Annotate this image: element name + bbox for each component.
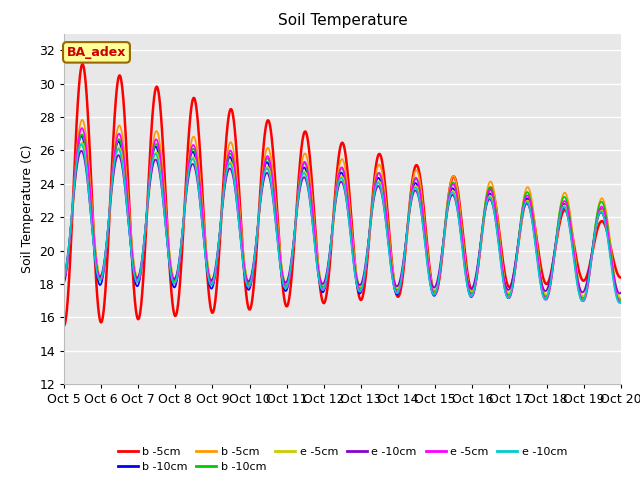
Text: BA_adex: BA_adex xyxy=(67,46,126,59)
Legend: b -5cm, b -10cm, b -5cm, b -10cm, e -5cm, e -10cm, e -5cm, e -10cm: b -5cm, b -10cm, b -5cm, b -10cm, e -5cm… xyxy=(113,442,572,477)
Title: Soil Temperature: Soil Temperature xyxy=(278,13,407,28)
Y-axis label: Soil Temperature (C): Soil Temperature (C) xyxy=(20,144,33,273)
